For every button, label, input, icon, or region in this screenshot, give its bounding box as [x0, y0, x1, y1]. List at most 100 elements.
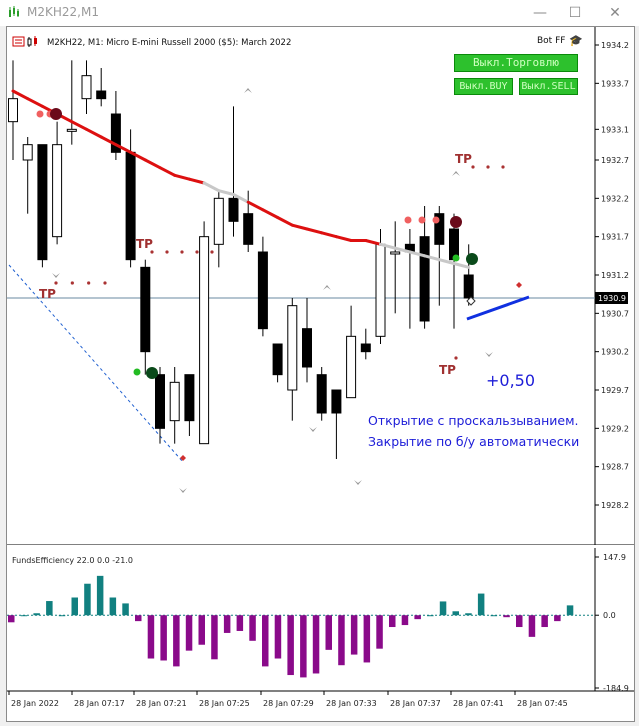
- ma-segment: [320, 231, 338, 239]
- indicator-bar: [452, 611, 459, 616]
- indicator-bar: [477, 593, 485, 616]
- arrow-up-marker: [244, 88, 252, 93]
- price-tick-label: 1929.2: [601, 424, 629, 433]
- ma-segment: [85, 127, 103, 139]
- indicator-bar: [223, 615, 231, 633]
- indicator-bar: [147, 615, 155, 659]
- indicator-bar: [516, 615, 523, 628]
- signal-dot: [404, 216, 412, 224]
- price-chart[interactable]: M2KH22, M1: Micro E-mini Russell 2000 ($…: [7, 27, 634, 545]
- disable-buy-button[interactable]: Выкл.BUY: [454, 78, 513, 95]
- indicator-bar: [300, 615, 307, 678]
- ma-segment: [202, 181, 221, 193]
- candle-bear: [125, 151, 136, 261]
- price-tick-label: 1928.2: [601, 501, 629, 510]
- time-tick-label: 28 Jan 07:25: [199, 699, 250, 708]
- arrow-up-marker: [452, 171, 460, 176]
- signal-dot: [452, 254, 460, 262]
- minimize-icon[interactable]: —: [533, 5, 547, 21]
- chart-window-icon: [9, 6, 19, 17]
- time-axis: 28 Jan 2022 28 Jan 07:17 28 Jan 07:21 28 Ja…: [8, 691, 568, 708]
- ma-segment: [393, 246, 412, 254]
- candle-bear: [184, 374, 195, 422]
- indicator-bar: [376, 615, 383, 649]
- maximize-icon[interactable]: ☐: [568, 5, 582, 21]
- time-tick-label: 28 Jan 07:37: [390, 699, 441, 708]
- indicator-bar: [427, 615, 434, 617]
- indicator-bar: [236, 615, 244, 631]
- time-tick-label: 28 Jan 07:21: [136, 699, 187, 708]
- tp-dot: [165, 250, 169, 254]
- price-tick-label: 1932.2: [601, 194, 629, 203]
- indicator-bar: [490, 615, 498, 617]
- indicator-bar: [262, 615, 269, 667]
- time-tick-label: 28 Jan 07:17: [74, 699, 125, 708]
- tp-dot: [454, 356, 458, 360]
- ma-segment: [70, 120, 88, 131]
- candle-bull: [199, 236, 210, 445]
- indicator-bar: [211, 615, 218, 660]
- indicator-chart[interactable]: FundsEfficiency 22.0 0.0 -21.0 147.9 0.0 -…: [7, 548, 634, 704]
- candle-bull: [66, 128, 77, 132]
- price-tick-label: 1930.7: [601, 309, 629, 318]
- ma-segment: [11, 89, 30, 101]
- indicator-bar: [96, 575, 104, 616]
- candle-bull: [52, 144, 63, 238]
- candle-bull: [287, 305, 298, 391]
- arrow-down-marker: [52, 273, 60, 278]
- tp-dot: [70, 281, 74, 285]
- exit-marker: [180, 455, 186, 461]
- signal-circle: [50, 108, 62, 120]
- ma-segment: [305, 227, 324, 235]
- candle-bear: [96, 90, 107, 100]
- disable-sell-button[interactable]: Выкл.SELL: [519, 78, 578, 95]
- time-tick-label: 28 Jan 07:29: [263, 699, 314, 708]
- candle-bear: [419, 236, 430, 322]
- indicator-tick-label: 0.0: [603, 611, 616, 620]
- price-tick-label: 1930.2: [601, 348, 629, 357]
- indicator-bar: [439, 601, 447, 616]
- indicator-bar: [325, 615, 332, 650]
- indicator-bar: [338, 615, 345, 666]
- candle-bear: [316, 374, 327, 414]
- ma-segment: [173, 173, 191, 181]
- price-tick-label: 1934.2: [601, 41, 629, 50]
- disable-trading-button[interactable]: Выкл.Торговлю: [454, 54, 578, 72]
- indicator-bar: [173, 615, 180, 667]
- signal-dot: [36, 110, 44, 118]
- window-title: M2KH22,M1: [27, 5, 99, 19]
- indicator-bar: [20, 615, 28, 617]
- candle-bear: [243, 213, 254, 245]
- indicator-bar: [350, 615, 358, 655]
- candle-bear: [331, 389, 342, 414]
- ma-segment: [217, 189, 235, 196]
- candle-bear: [463, 274, 474, 299]
- ma-segment: [158, 166, 177, 177]
- tp-dot: [195, 250, 199, 254]
- candle-bear: [434, 213, 445, 245]
- indicator-bar: [287, 615, 294, 676]
- time-tick-label: 28 Jan 07:33: [326, 699, 377, 708]
- indicator-bar: [185, 615, 193, 651]
- note-line-1: Открытие с проскальзыванием.: [368, 413, 579, 428]
- current-price-badge: [595, 292, 628, 304]
- candle-bear: [360, 343, 371, 353]
- note-line-2: Закрытие по б/у автоматически: [368, 434, 580, 449]
- ma-segment: [99, 135, 118, 147]
- time-tick-label: 28 Jan 07:45: [517, 699, 568, 708]
- indicator-bar: [135, 615, 142, 622]
- close-icon[interactable]: ✕: [609, 5, 621, 21]
- indicator-bar: [363, 615, 371, 663]
- signal-dot: [432, 216, 440, 224]
- candle-bull: [213, 197, 224, 245]
- indicator-bar: [8, 615, 15, 623]
- ma-segment: [26, 97, 44, 108]
- indicator-bar: [249, 615, 256, 641]
- graduation-cap-icon: 🎓: [569, 34, 583, 47]
- indicator-bar: [33, 613, 40, 616]
- indicator-bar: [71, 597, 78, 616]
- ma-segment: [261, 208, 280, 219]
- arrow-down-marker: [309, 427, 317, 432]
- candle-bull: [81, 75, 92, 100]
- tp-label: TP: [439, 363, 456, 377]
